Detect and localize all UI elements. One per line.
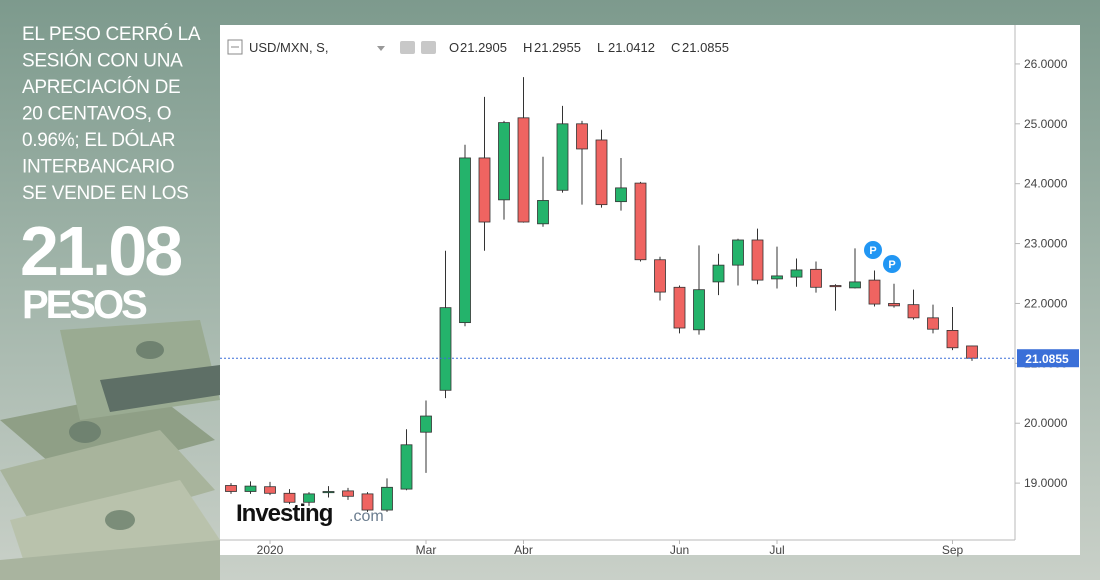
candle-body — [244, 485, 257, 492]
bill-seal — [69, 421, 101, 443]
watermark: Investing — [236, 500, 333, 527]
candle-body — [751, 239, 764, 281]
candle-body — [400, 444, 413, 490]
unit: PESOS — [22, 283, 147, 327]
event-marker[interactable] — [864, 241, 882, 259]
dropdown-arrow[interactable] — [377, 46, 385, 51]
y-tick-label: 20.0000 — [1024, 416, 1068, 430]
bill — [0, 540, 220, 580]
y-tick-label: 23.0000 — [1024, 237, 1068, 251]
big-value: 21.08 — [20, 212, 181, 290]
candle-body — [303, 493, 315, 503]
y-tick-label: 22.0000 — [1024, 296, 1068, 310]
bill-seal — [105, 510, 135, 530]
candle-body — [810, 268, 822, 288]
ohlc-value: 21.2905 — [460, 40, 507, 55]
candle-body — [946, 330, 959, 349]
plot-area: 19.000020.000021.000022.000023.000024.00… — [220, 57, 1079, 557]
candle-body — [712, 264, 725, 283]
candle-body — [576, 123, 588, 150]
x-tick-label: Abr — [514, 543, 533, 557]
y-tick-label: 19.0000 — [1024, 476, 1068, 490]
ohlc-label: H — [523, 40, 532, 55]
y-tick-label: 26.0000 — [1024, 57, 1068, 71]
headline-line: INTERBANCARIO — [22, 157, 174, 178]
candle-body — [517, 117, 530, 223]
candle-body — [478, 157, 491, 223]
last-price-label: 21.0855 — [1025, 352, 1069, 366]
settings-icon[interactable] — [421, 41, 436, 54]
candle-body — [790, 269, 803, 278]
candle-body — [283, 492, 296, 503]
event-marker-label: P — [888, 259, 895, 271]
ohlc-value: 21.0412 — [608, 40, 655, 55]
candle-body — [420, 415, 432, 433]
candle-body — [498, 122, 510, 201]
ohlc-label: C — [671, 40, 680, 55]
candle-body — [693, 289, 705, 331]
headline-line: 0.96%; EL DÓLAR — [22, 129, 175, 151]
candle-body — [361, 493, 374, 511]
y-tick-label: 24.0000 — [1024, 177, 1068, 191]
ohlc-label: L — [597, 40, 604, 55]
last-price-box — [1017, 349, 1079, 368]
headline-line: EL PESO CERRÓ LA — [22, 23, 201, 45]
eye-icon[interactable] — [400, 41, 415, 54]
x-tick-label: Jun — [670, 543, 689, 557]
candle-body — [868, 279, 881, 305]
ohlc-label: O — [449, 40, 459, 55]
ohlc-value: 21.0855 — [682, 40, 729, 55]
band — [100, 365, 220, 412]
headline-line: 20 CENTAVOS, O — [22, 104, 171, 125]
ohlc-legend: O 21.2905 H 21.2955 L 21.0412 C 21.0855 — [449, 40, 729, 55]
candle-body — [615, 187, 627, 203]
money-illustration — [0, 320, 220, 580]
candle-body — [439, 307, 452, 391]
candle-body — [634, 182, 647, 261]
candle-body — [888, 303, 900, 307]
candle-body — [829, 285, 842, 288]
candle-body — [907, 304, 920, 319]
x-tick-label: Sep — [942, 543, 964, 557]
candle-body — [849, 281, 861, 289]
candle-body — [322, 491, 335, 494]
candle-body — [673, 286, 686, 329]
headline: EL PESO CERRÓ LA SESIÓN CON UNA APRECIACIÓ… — [22, 23, 201, 204]
candle-body — [595, 139, 608, 206]
candle-body — [225, 485, 237, 492]
candle-body — [556, 123, 569, 191]
candle-body — [654, 259, 666, 293]
candle-body — [381, 486, 393, 511]
candle-body — [264, 486, 276, 494]
event-marker-label: P — [869, 245, 876, 257]
ohlc-value: 21.2955 — [534, 40, 581, 55]
candle-body — [342, 490, 354, 497]
candle-body — [459, 157, 471, 324]
chart-panel — [220, 25, 1080, 555]
bill-seal — [136, 341, 164, 359]
candle-body — [537, 200, 549, 225]
watermark-suffix: .com — [349, 508, 384, 525]
candle-body — [966, 345, 978, 359]
candle-body — [771, 275, 783, 280]
headline-line: SESIÓN CON UNA — [22, 50, 183, 72]
collapse-icon[interactable] — [227, 39, 243, 55]
x-tick-label: 2020 — [257, 543, 284, 557]
x-tick-label: Mar — [416, 543, 437, 557]
candle-body — [732, 239, 744, 266]
y-tick-label: 25.0000 — [1024, 117, 1068, 131]
headline-line: APRECIACIÓN DE — [22, 76, 180, 98]
symbol: USD/MXN, S, — [249, 40, 328, 55]
x-tick-label: Jul — [769, 543, 784, 557]
event-marker[interactable] — [883, 255, 901, 273]
candle-body — [927, 317, 939, 330]
headline-line: SE VENDE EN LOS — [22, 183, 189, 204]
